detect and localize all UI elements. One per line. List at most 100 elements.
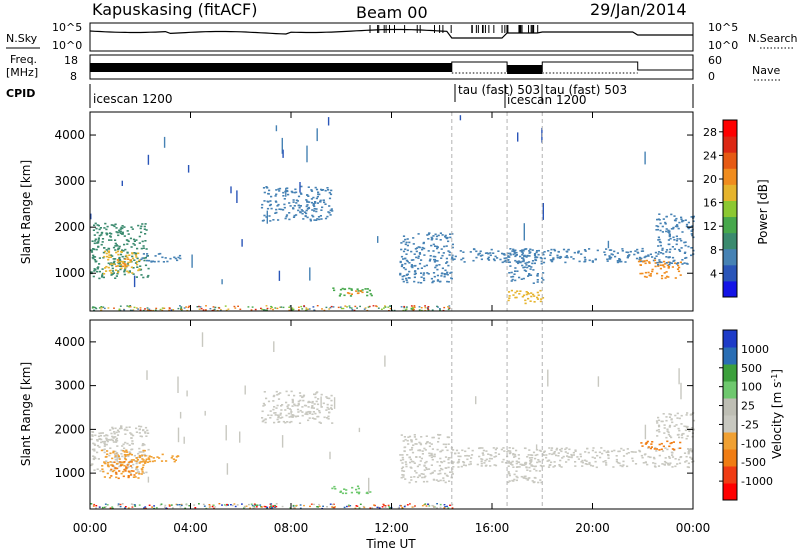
scatter-cell [459, 455, 462, 458]
scatter-cell [530, 292, 533, 294]
scatter-cell [514, 279, 517, 282]
scatter-cell [514, 255, 517, 258]
scatter-cell [438, 469, 441, 472]
scatter-cell [120, 453, 123, 455]
ground-cell [98, 307, 101, 309]
scatter-cell [310, 407, 313, 409]
ground-cell [93, 306, 96, 308]
scatter-cell [117, 262, 120, 265]
power-data-group [90, 112, 695, 312]
scatter-cell [513, 453, 517, 456]
ground-cell [329, 307, 332, 309]
scatter-cell [444, 235, 447, 238]
scatter-cell [100, 232, 103, 234]
scatter-cell [94, 434, 97, 437]
ground-cell [292, 308, 295, 311]
scatter-cell [430, 277, 433, 280]
scatter-cell [442, 479, 445, 482]
scatter-cell [399, 261, 402, 264]
scatter-cell [664, 277, 667, 279]
scatter-cell [658, 431, 661, 433]
scatter-cell [128, 254, 131, 256]
scatter-cell [451, 468, 454, 470]
scatter-cell [276, 205, 279, 207]
scatter-cell [619, 464, 622, 467]
scatter-cell [493, 456, 496, 458]
freq-block [507, 65, 543, 74]
scatter-cell [518, 293, 521, 295]
ground-cell [243, 505, 246, 508]
scatter-cell [133, 244, 136, 246]
ground-cell [123, 309, 126, 311]
scatter-cell [675, 235, 678, 238]
scatter-cell [262, 419, 265, 422]
scatter-cell [450, 277, 453, 279]
ground-cell [270, 305, 272, 308]
scatter-cell [400, 255, 404, 258]
scatter-cell [315, 392, 318, 394]
scatter-cell [135, 276, 138, 278]
scatter-cell [547, 466, 551, 468]
scatter-cell [139, 265, 142, 267]
ground-cell [218, 503, 221, 505]
scatter-cell [445, 237, 449, 240]
ground-cell [316, 305, 319, 307]
scatter-cell [113, 432, 116, 435]
scatter-cell [669, 442, 672, 445]
scatter-cell [539, 289, 542, 292]
scatter-cell [116, 272, 119, 275]
scatter-cell [283, 203, 286, 206]
ground-cell [439, 309, 441, 311]
scatter-cell [273, 421, 276, 424]
scatter-cell [433, 453, 436, 456]
scatter-cell [113, 461, 116, 463]
ground-cell [427, 306, 430, 308]
scatter-cell [584, 451, 587, 453]
scatter-cell [507, 465, 510, 467]
scatter-cell [509, 254, 512, 256]
ground-cell [344, 305, 347, 307]
ground-cell [309, 505, 311, 508]
scatter-cell [91, 463, 94, 466]
scatter-cell [178, 254, 182, 257]
ground-cell [274, 506, 276, 508]
scatter-cell [539, 464, 542, 467]
ground-cell [376, 506, 379, 509]
scatter-cell [574, 450, 577, 452]
sparse-echo [459, 115, 462, 121]
scatter-cell [511, 278, 514, 281]
scatter-cell [317, 415, 320, 418]
scatter-cell [654, 265, 657, 268]
scatter-cell [451, 259, 455, 261]
scatter-cell [668, 445, 671, 448]
scatter-cell [494, 448, 497, 451]
scatter-cell [114, 458, 117, 461]
scatter-cell [459, 250, 462, 252]
scatter-cell [293, 191, 296, 194]
scatter-cell [101, 238, 105, 240]
ground-cell [447, 306, 449, 308]
scatter-cell [662, 413, 665, 415]
scatter-cell [412, 237, 415, 239]
scatter-cell [93, 242, 96, 245]
scatter-cell [288, 421, 291, 424]
scatter-cell [428, 260, 431, 262]
scatter-cell [537, 459, 540, 461]
scatter-cell [169, 257, 172, 260]
scatter-cell [617, 461, 620, 464]
scatter-cell [299, 192, 303, 195]
scatter-cell [615, 460, 618, 463]
scatter-cell [103, 476, 106, 478]
scatter-cell [420, 267, 423, 269]
scatter-cell [668, 426, 671, 428]
scatter-cell [692, 419, 696, 422]
scatter-cell [670, 418, 673, 420]
ground-cell [412, 307, 414, 309]
scatter-cell [441, 254, 444, 257]
ground-cell [220, 309, 222, 311]
sparse-echo [306, 145, 308, 163]
scatter-cell [440, 450, 443, 453]
ground-cell [403, 305, 406, 308]
ground-cell [377, 307, 380, 309]
scatter-cell [310, 189, 313, 191]
